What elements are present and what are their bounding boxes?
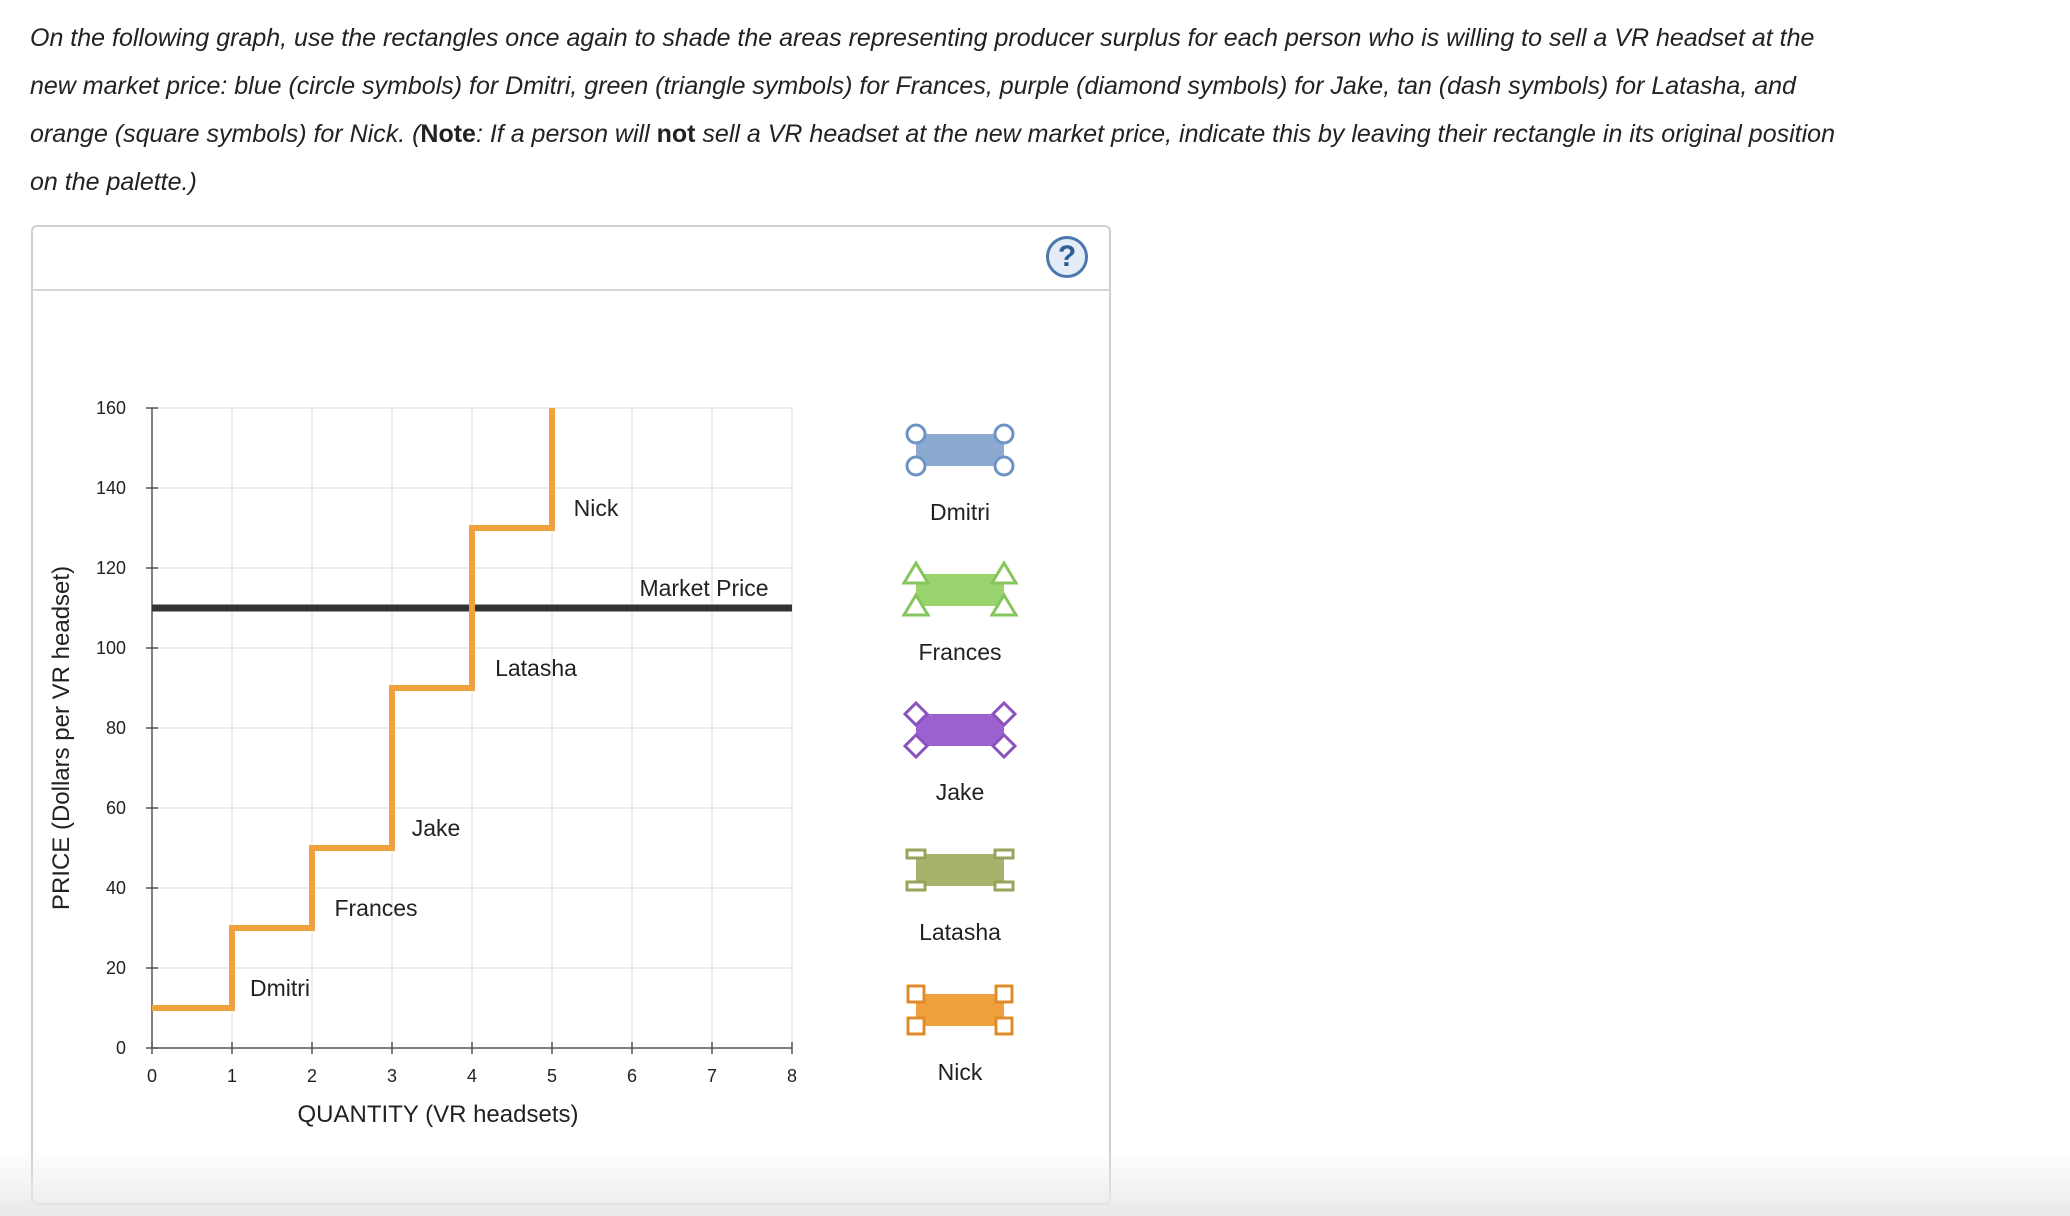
y-tick-label: 20 bbox=[106, 958, 126, 978]
square-handle-icon[interactable] bbox=[994, 1016, 1014, 1036]
instructions-part2: : If a person will bbox=[475, 120, 657, 148]
step-label-nick: Nick bbox=[574, 495, 619, 521]
x-tick-label: 1 bbox=[227, 1066, 237, 1086]
palette: Dmitri Frances Jake Latasha Nick bbox=[901, 423, 1019, 1085]
square-handle-icon[interactable] bbox=[906, 984, 926, 1004]
triangle-handle-icon[interactable] bbox=[989, 560, 1019, 585]
supply-step-line bbox=[152, 408, 555, 1011]
palette-label-frances: Frances bbox=[918, 639, 1001, 665]
diamond-handle-icon[interactable] bbox=[990, 732, 1018, 760]
instructions-text: On the following graph, use the rectangl… bbox=[30, 14, 1850, 206]
dash-handle-icon[interactable] bbox=[993, 880, 1015, 892]
nick-rectangle[interactable] bbox=[916, 994, 1004, 1026]
x-tick-label: 7 bbox=[707, 1066, 717, 1086]
x-tick-label: 0 bbox=[147, 1066, 157, 1086]
palette-item-latasha[interactable] bbox=[905, 848, 1015, 892]
y-tick-label: 60 bbox=[106, 798, 126, 818]
palette-item-jake[interactable] bbox=[902, 700, 1018, 760]
not-word: not bbox=[656, 120, 696, 148]
note-label: Note bbox=[420, 120, 476, 148]
circle-handle-icon[interactable] bbox=[905, 423, 927, 445]
y-tick-label: 100 bbox=[96, 638, 126, 658]
jake-rectangle[interactable] bbox=[916, 714, 1004, 746]
triangle-handle-icon[interactable] bbox=[901, 592, 931, 617]
dash-handle-icon[interactable] bbox=[993, 848, 1015, 860]
help-icon[interactable]: ? bbox=[1046, 236, 1088, 278]
palette-item-frances[interactable] bbox=[901, 560, 1019, 617]
y-tick-label: 40 bbox=[106, 878, 126, 898]
square-handle-icon[interactable] bbox=[994, 984, 1014, 1004]
x-tick-label: 3 bbox=[387, 1066, 397, 1086]
palette-label-dmitri: Dmitri bbox=[930, 499, 990, 525]
x-tick-label: 5 bbox=[547, 1066, 557, 1086]
x-tick-label: 4 bbox=[467, 1066, 477, 1086]
step-label-dmitri: Dmitri bbox=[250, 975, 310, 1001]
circle-handle-icon[interactable] bbox=[993, 423, 1015, 445]
x-tick-label: 8 bbox=[787, 1066, 797, 1086]
dash-handle-icon[interactable] bbox=[905, 848, 927, 860]
y-axis-title: PRICE (Dollars per VR headset) bbox=[48, 566, 75, 910]
frances-rectangle[interactable] bbox=[916, 574, 1004, 606]
y-tick-label: 80 bbox=[106, 718, 126, 738]
step-label-frances: Frances bbox=[334, 895, 417, 921]
diamond-handle-icon[interactable] bbox=[902, 700, 930, 728]
square-handle-icon[interactable] bbox=[906, 1016, 926, 1036]
dmitri-rectangle[interactable] bbox=[916, 434, 1004, 466]
palette-label-latasha: Latasha bbox=[919, 919, 1001, 945]
circle-handle-icon[interactable] bbox=[905, 455, 927, 477]
instructions-part1: On the following graph, use the rectangl… bbox=[30, 24, 1815, 148]
y-tick-label: 120 bbox=[96, 558, 126, 578]
diamond-handle-icon[interactable] bbox=[990, 700, 1018, 728]
diamond-handle-icon[interactable] bbox=[902, 732, 930, 760]
instructions-part3: sell a VR headset at the new market pric… bbox=[30, 120, 1835, 196]
palette-label-jake: Jake bbox=[936, 779, 985, 805]
supply-step-layer bbox=[152, 408, 555, 1011]
palette-item-dmitri[interactable] bbox=[905, 423, 1015, 477]
step-labels-layer: Dmitri Frances Jake Latasha Nick bbox=[250, 495, 619, 1001]
panel-header: ? bbox=[33, 227, 1109, 291]
y-tick-label: 140 bbox=[96, 478, 126, 498]
triangle-handle-icon[interactable] bbox=[989, 592, 1019, 617]
palette-label-nick: Nick bbox=[938, 1059, 983, 1085]
x-axis-title: QUANTITY (VR headsets) bbox=[298, 1101, 579, 1128]
circle-handle-icon[interactable] bbox=[993, 455, 1015, 477]
grid-layer bbox=[152, 407, 793, 1048]
step-label-jake: Jake bbox=[412, 815, 461, 841]
dash-handle-icon[interactable] bbox=[905, 880, 927, 892]
palette-item-nick[interactable] bbox=[906, 984, 1014, 1036]
market-price-label: Market Price bbox=[639, 575, 768, 601]
step-label-latasha: Latasha bbox=[495, 655, 577, 681]
triangle-handle-icon[interactable] bbox=[901, 560, 931, 585]
x-tick-label: 6 bbox=[627, 1066, 637, 1086]
y-tick-label: 160 bbox=[96, 398, 126, 418]
latasha-rectangle[interactable] bbox=[916, 854, 1004, 886]
x-tick-label: 2 bbox=[307, 1066, 317, 1086]
y-tick-label: 0 bbox=[116, 1038, 126, 1058]
